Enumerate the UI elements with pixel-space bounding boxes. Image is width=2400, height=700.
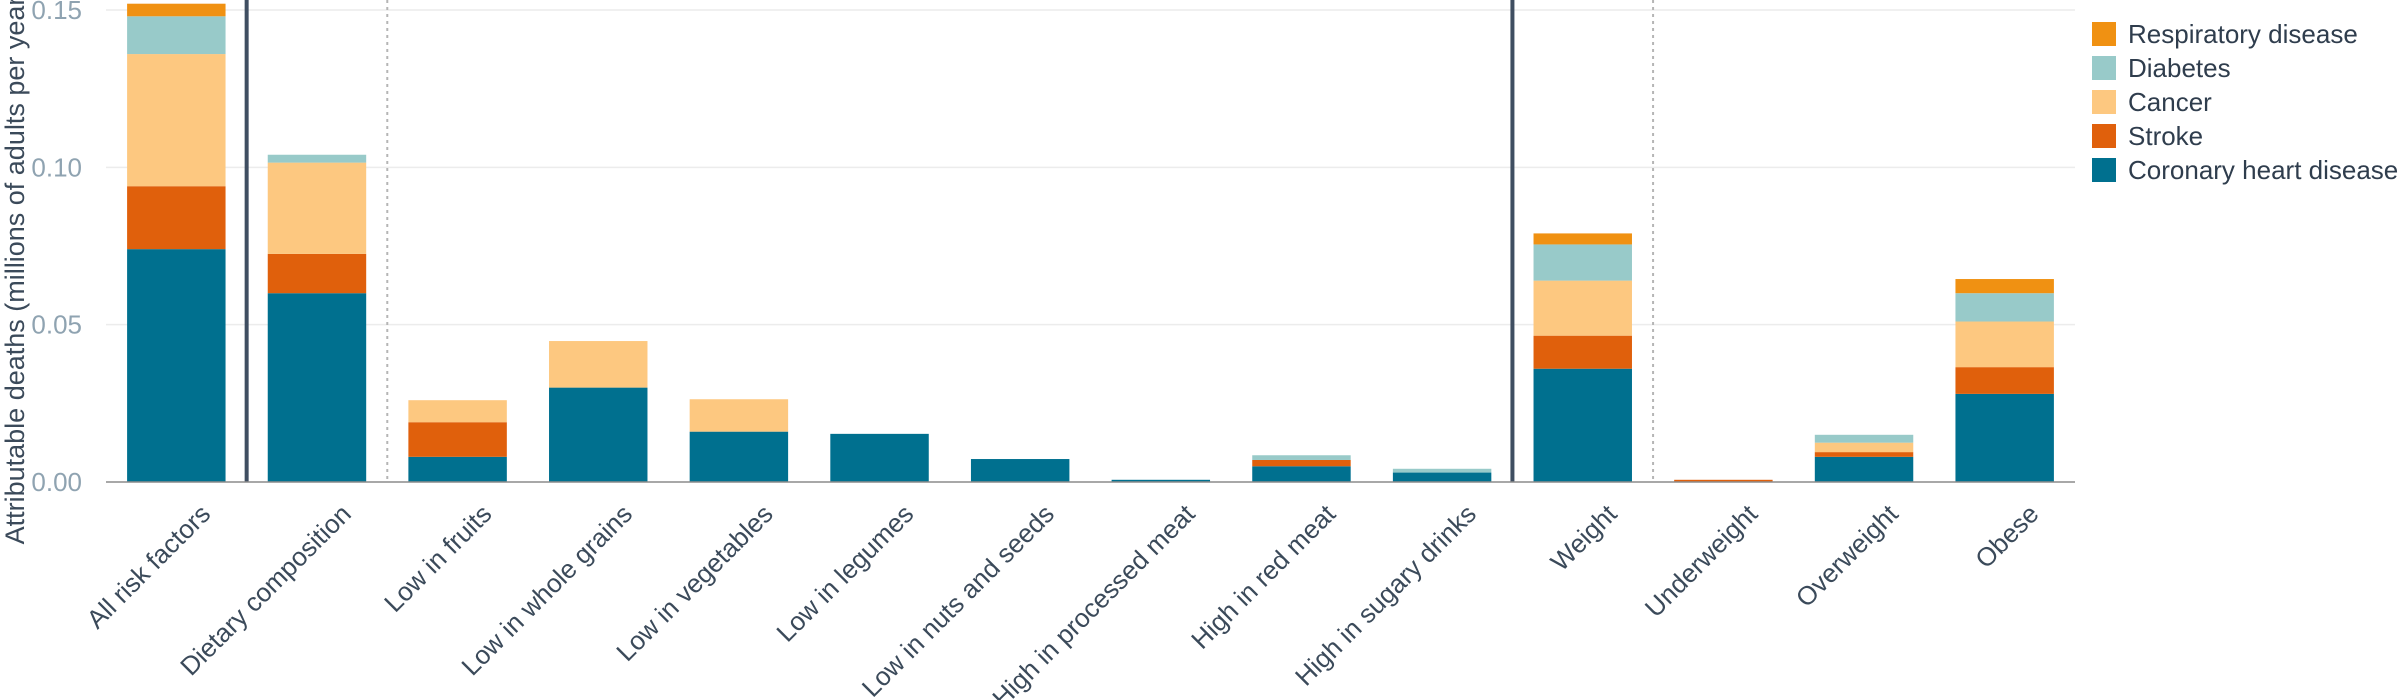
bar-segment xyxy=(1533,280,1632,336)
bar-segment xyxy=(830,433,929,482)
bar-segment xyxy=(127,16,226,55)
x-tick-label: Low in fruits xyxy=(378,499,497,618)
legend-swatch xyxy=(2092,90,2116,114)
bar-segment xyxy=(1674,479,1773,482)
x-tick-label: Weight xyxy=(1544,498,1623,577)
legend-label: Coronary heart disease xyxy=(2128,155,2398,185)
y-tick-label: 0.05 xyxy=(31,310,82,340)
bar-segment xyxy=(1955,293,2054,322)
bar-segment xyxy=(689,431,789,482)
bar-segment xyxy=(408,400,507,423)
bar-segment xyxy=(267,253,367,294)
legend-swatch xyxy=(2092,22,2116,46)
legend-swatch xyxy=(2092,124,2116,148)
bar-segment xyxy=(408,456,507,482)
bar-segment xyxy=(1252,466,1351,482)
y-tick-label: 0.00 xyxy=(31,467,82,497)
legend-item: Respiratory disease xyxy=(2092,19,2358,49)
bar-segment xyxy=(127,186,226,250)
x-tick-label: Obese xyxy=(1969,499,2044,574)
legend-label: Stroke xyxy=(2128,121,2203,151)
bar-segment xyxy=(127,249,226,482)
legend-item: Cancer xyxy=(2092,87,2212,117)
legend-label: Respiratory disease xyxy=(2128,19,2358,49)
bar-segment xyxy=(1814,434,1914,443)
bar-segment xyxy=(1111,479,1211,482)
bar-segment xyxy=(1533,335,1632,369)
grid-lines xyxy=(106,9,2075,326)
y-tick-label: 0.15 xyxy=(31,0,82,25)
bar-segment xyxy=(1392,472,1492,482)
bar-segment xyxy=(127,3,226,17)
bar-segment xyxy=(267,293,367,482)
bar-segment xyxy=(408,422,507,457)
x-tick-label: Underweight xyxy=(1639,498,1764,623)
bar-segment xyxy=(127,54,226,187)
bar-segment xyxy=(1955,393,2054,482)
bars xyxy=(127,3,2054,482)
y-tick-label: 0.10 xyxy=(31,152,82,182)
legend-swatch xyxy=(2092,56,2116,80)
bar-segment xyxy=(1533,233,1632,245)
x-tick-label: High in red meat xyxy=(1185,498,1342,655)
legend-item: Coronary heart disease xyxy=(2092,155,2398,185)
legend-label: Diabetes xyxy=(2128,53,2231,83)
legend-item: Stroke xyxy=(2092,121,2203,151)
x-tick-label: Low in vegetables xyxy=(610,499,778,667)
bar-segment xyxy=(1533,244,1632,281)
legend-item: Diabetes xyxy=(2092,53,2231,83)
bar-segment xyxy=(1955,279,2054,294)
x-tick-label: All risk factors xyxy=(81,499,217,635)
bar-segment xyxy=(1814,442,1914,453)
bar-segment xyxy=(549,341,648,388)
bar-segment xyxy=(1252,459,1351,467)
legend: Respiratory disease Diabetes Cancer Stroke C… xyxy=(2092,19,2398,185)
legend-label: Cancer xyxy=(2128,87,2212,117)
bar-segment xyxy=(970,459,1070,482)
y-axis-label: Attributable deaths (millions of adults … xyxy=(0,0,30,544)
bar-segment xyxy=(267,154,367,163)
legend-swatch xyxy=(2092,158,2116,182)
bar-segment xyxy=(1392,468,1492,473)
bar-segment xyxy=(1955,321,2054,368)
bar-segment xyxy=(1252,455,1351,460)
bar-segment xyxy=(689,399,789,432)
bar-segment xyxy=(1814,452,1914,457)
x-tick-label: Low in legumes xyxy=(770,499,919,648)
bar-segment xyxy=(549,387,648,482)
group-separators xyxy=(244,0,1655,482)
bar-segment xyxy=(1814,456,1914,482)
y-axis-ticks: 0.00 0.05 0.10 0.15 xyxy=(31,0,82,497)
bar-segment xyxy=(267,162,367,254)
bar-segment xyxy=(1955,367,2054,394)
x-tick-label: Overweight xyxy=(1790,498,1905,613)
bar-segment xyxy=(1533,368,1632,482)
